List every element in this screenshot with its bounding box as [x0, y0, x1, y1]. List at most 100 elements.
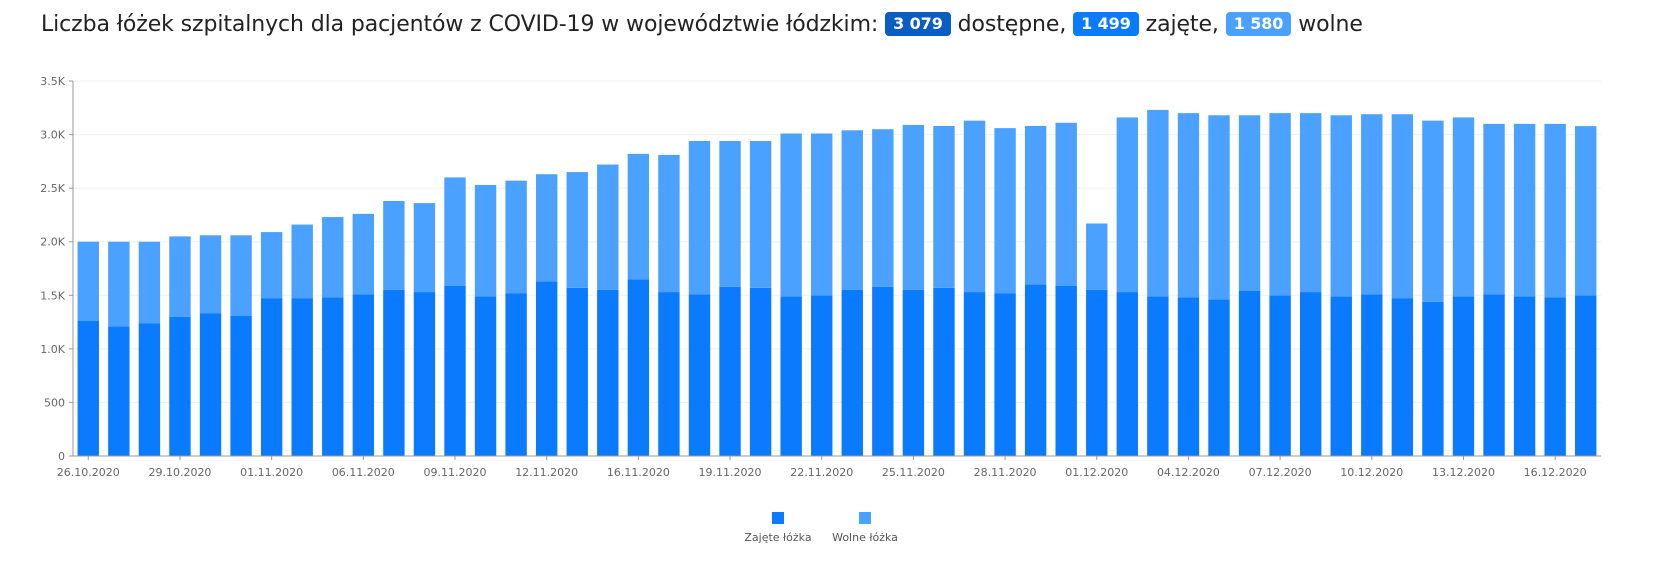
- bar-occupied[interactable]: [138, 323, 161, 456]
- bar-occupied[interactable]: [1024, 284, 1047, 456]
- bar-occupied[interactable]: [1483, 294, 1505, 456]
- bar-occupied[interactable]: [841, 289, 863, 456]
- bar-free[interactable]: [1330, 115, 1352, 297]
- bar-free[interactable]: [1269, 113, 1291, 296]
- bar-occupied[interactable]: [230, 315, 252, 456]
- bar-free[interactable]: [199, 235, 222, 314]
- bar-occupied[interactable]: [383, 289, 405, 456]
- bar-occupied[interactable]: [505, 293, 527, 456]
- bar-occupied[interactable]: [1452, 296, 1475, 456]
- bar-free[interactable]: [1544, 123, 1566, 298]
- bar-free[interactable]: [535, 174, 558, 282]
- bar-occupied[interactable]: [1055, 285, 1077, 456]
- bar-occupied[interactable]: [749, 287, 772, 456]
- bar-free[interactable]: [1116, 117, 1139, 293]
- bar-free[interactable]: [230, 235, 252, 316]
- bar-occupied[interactable]: [963, 292, 986, 456]
- bar-occupied[interactable]: [1299, 292, 1322, 456]
- bar-free[interactable]: [108, 241, 130, 327]
- bar-free[interactable]: [383, 201, 405, 290]
- bar-occupied[interactable]: [872, 286, 894, 456]
- bar-free[interactable]: [933, 126, 955, 288]
- bar-occupied[interactable]: [597, 289, 619, 456]
- bar-occupied[interactable]: [1208, 299, 1230, 456]
- bar-free[interactable]: [627, 153, 650, 280]
- bar-occupied[interactable]: [780, 296, 802, 456]
- bar-occupied[interactable]: [1147, 296, 1169, 456]
- bar-occupied[interactable]: [902, 289, 925, 456]
- bar-free[interactable]: [658, 154, 680, 293]
- bar-occupied[interactable]: [77, 321, 99, 456]
- bar-free[interactable]: [1238, 115, 1261, 292]
- bar-occupied[interactable]: [1116, 292, 1139, 456]
- bar-free[interactable]: [474, 184, 497, 297]
- bar-occupied[interactable]: [108, 326, 130, 456]
- bar-free[interactable]: [688, 141, 711, 295]
- bar-free[interactable]: [1452, 117, 1475, 297]
- bar-free[interactable]: [322, 217, 344, 298]
- bar-occupied[interactable]: [1330, 296, 1352, 456]
- bar-free[interactable]: [1575, 126, 1597, 296]
- bar-occupied[interactable]: [658, 292, 680, 456]
- bar-occupied[interactable]: [1238, 291, 1261, 456]
- bar-free[interactable]: [291, 224, 313, 299]
- bar-free[interactable]: [811, 133, 833, 296]
- bar-free[interactable]: [77, 241, 99, 321]
- bar-free[interactable]: [1361, 114, 1383, 295]
- bar-occupied[interactable]: [1177, 297, 1200, 456]
- bar-free[interactable]: [1299, 113, 1322, 293]
- bar-occupied[interactable]: [413, 292, 436, 456]
- bar-free[interactable]: [1513, 123, 1536, 297]
- bar-occupied[interactable]: [933, 287, 955, 456]
- bar-free[interactable]: [505, 180, 527, 294]
- bar-occupied[interactable]: [719, 286, 741, 456]
- bar-occupied[interactable]: [1269, 295, 1291, 456]
- bar-free[interactable]: [138, 241, 161, 324]
- bar-occupied[interactable]: [1422, 301, 1444, 456]
- bar-occupied[interactable]: [1575, 295, 1597, 456]
- bar-occupied[interactable]: [260, 298, 283, 457]
- bar-free[interactable]: [413, 203, 436, 293]
- bar-free[interactable]: [566, 172, 588, 288]
- bar-occupied[interactable]: [994, 293, 1016, 456]
- bar-free[interactable]: [1422, 120, 1444, 302]
- bar-occupied[interactable]: [352, 294, 375, 456]
- bar-occupied[interactable]: [688, 294, 711, 456]
- bar-occupied[interactable]: [291, 298, 313, 457]
- bar-occupied[interactable]: [169, 316, 191, 456]
- bar-occupied[interactable]: [535, 281, 558, 456]
- bar-free[interactable]: [1086, 223, 1108, 290]
- bar-occupied[interactable]: [1513, 296, 1536, 456]
- bar-free[interactable]: [1147, 109, 1169, 297]
- bar-free[interactable]: [444, 177, 466, 286]
- bar-free[interactable]: [169, 236, 191, 317]
- bar-occupied[interactable]: [1361, 294, 1383, 456]
- bar-occupied[interactable]: [1391, 298, 1414, 457]
- legend-item[interactable]: Zajęte łóżka: [744, 512, 812, 544]
- bar-free[interactable]: [1483, 123, 1505, 295]
- bar-occupied[interactable]: [811, 295, 833, 456]
- bar-free[interactable]: [963, 120, 986, 293]
- bar-occupied[interactable]: [566, 287, 588, 456]
- bar-occupied[interactable]: [1544, 297, 1566, 456]
- bar-occupied[interactable]: [1086, 289, 1108, 456]
- bar-free[interactable]: [749, 141, 772, 288]
- bar-free[interactable]: [719, 141, 741, 287]
- bar-free[interactable]: [1208, 115, 1230, 300]
- bar-free[interactable]: [902, 124, 925, 290]
- bar-free[interactable]: [1055, 122, 1077, 286]
- bar-free[interactable]: [1391, 114, 1414, 299]
- bar-occupied[interactable]: [444, 285, 466, 456]
- bar-free[interactable]: [597, 164, 619, 290]
- bar-free[interactable]: [1177, 113, 1200, 298]
- bar-occupied[interactable]: [322, 297, 344, 456]
- bar-occupied[interactable]: [199, 313, 222, 457]
- bar-occupied[interactable]: [474, 296, 497, 456]
- bar-free[interactable]: [994, 128, 1016, 294]
- bar-free[interactable]: [352, 213, 375, 295]
- bar-free[interactable]: [260, 232, 283, 299]
- bar-free[interactable]: [1024, 126, 1047, 285]
- bar-free[interactable]: [780, 133, 802, 297]
- bar-occupied[interactable]: [627, 279, 650, 456]
- bar-free[interactable]: [872, 129, 894, 287]
